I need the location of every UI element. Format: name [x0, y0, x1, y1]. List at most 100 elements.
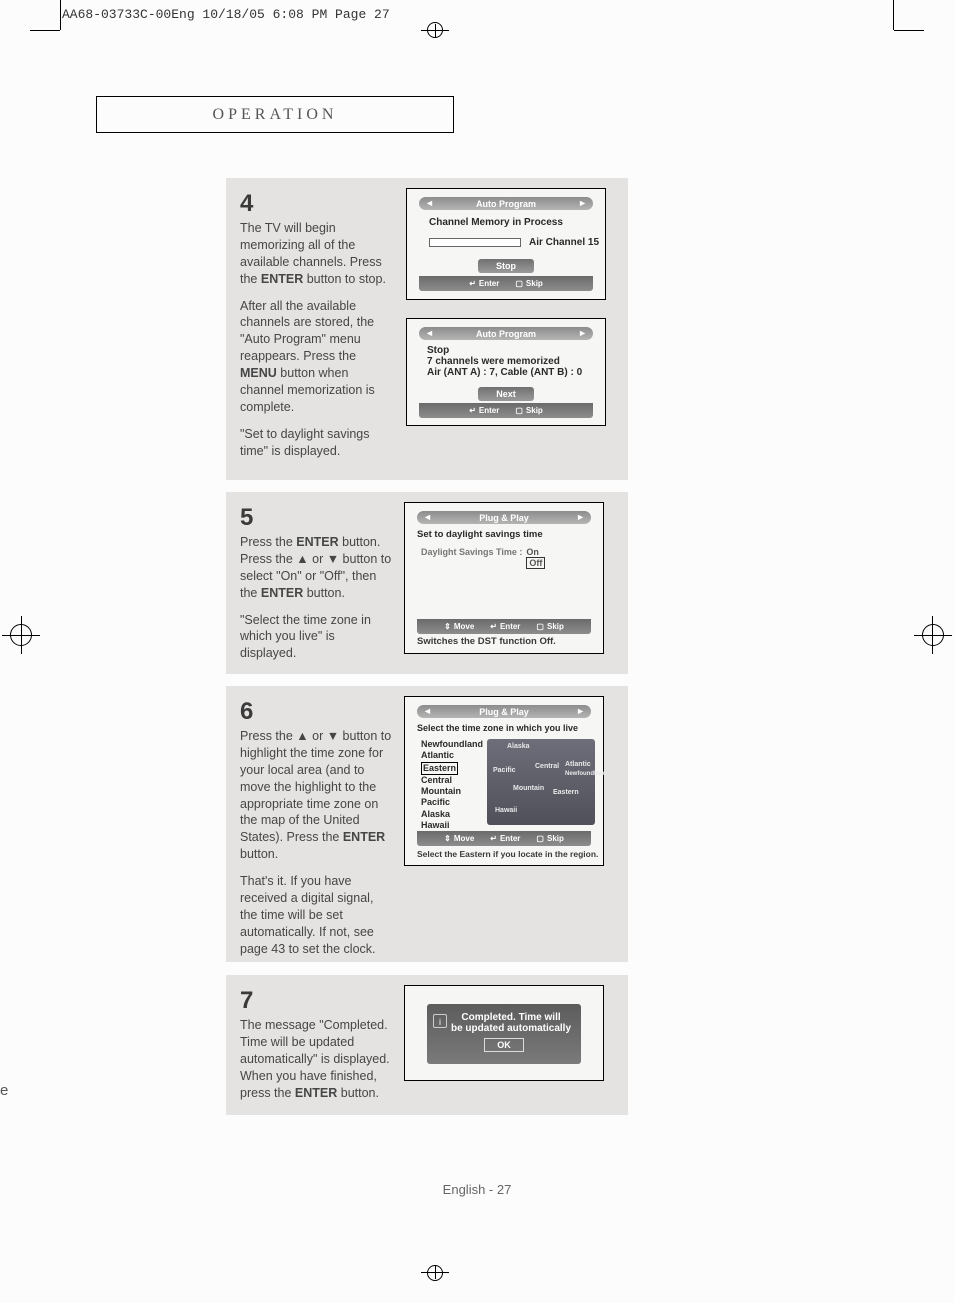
- completed-dialog: i Completed. Time will be updated automa…: [427, 1004, 581, 1064]
- menu-icon: ▢: [536, 622, 544, 631]
- chevron-left-icon: ◄: [425, 328, 434, 338]
- chevron-left-icon: ◄: [423, 706, 432, 716]
- tz-item[interactable]: Pacific: [421, 797, 483, 808]
- map-label: Atlantic: [565, 761, 591, 768]
- registration-mark: [427, 22, 443, 38]
- tz-item[interactable]: Alaska: [421, 809, 483, 820]
- info-icon: i: [433, 1014, 447, 1028]
- step-text: The TV will begin memorizing all of the …: [240, 220, 392, 459]
- timezone-map: Alaska Pacific Central Atlantic Newfound…: [487, 739, 595, 825]
- updown-icon: ⇕: [444, 622, 451, 631]
- skip-hint: ▢Skip: [536, 622, 563, 631]
- osd-text: Set to daylight savings time: [417, 529, 543, 540]
- osd-text: Air Channel 15: [529, 237, 599, 248]
- enter-icon: ↵: [490, 834, 497, 843]
- section-title: OPERATION: [213, 106, 338, 124]
- enter-hint: ↵Enter: [490, 834, 520, 843]
- map-label: Mountain: [513, 785, 544, 792]
- next-button[interactable]: Next: [478, 387, 534, 401]
- crop-mark: [893, 0, 894, 30]
- map-label: Newfoundland: [565, 771, 606, 777]
- map-label: Pacific: [493, 767, 516, 774]
- timezone-list: Newfoundland Atlantic Eastern Central Mo…: [421, 739, 483, 831]
- osd-titlebar: ◄ Auto Program ►: [419, 197, 593, 210]
- crop-mark: [894, 30, 924, 31]
- tz-item[interactable]: Atlantic: [421, 750, 483, 761]
- osd-text: Channel Memory in Process: [429, 217, 563, 228]
- osd-text: 7 channels were memorized: [427, 356, 582, 367]
- skip-hint: ▢Skip: [515, 406, 542, 415]
- tz-item[interactable]: Newfoundland: [421, 739, 483, 750]
- skip-hint: ▢Skip: [515, 279, 542, 288]
- step-5: 5 Press the ENTER button. Press the ▲ or…: [226, 492, 628, 674]
- enter-icon: ↵: [490, 622, 497, 631]
- tz-item-selected[interactable]: Eastern: [421, 762, 458, 775]
- updown-icon: ⇕: [444, 834, 451, 843]
- step-text: The message "Completed. Time will be upd…: [240, 1017, 402, 1101]
- step-text: Press the ▲ or ▼ button to highlight the…: [240, 728, 392, 957]
- map-label: Hawaii: [495, 807, 517, 814]
- osd-title: Auto Program: [476, 329, 536, 339]
- menu-icon: ▢: [515, 279, 523, 288]
- completed-text: Completed. Time will: [427, 1012, 581, 1023]
- osd-footer: ↵Enter ▢Skip: [419, 276, 593, 291]
- cut-letter: e: [0, 1082, 8, 1099]
- crop-mark: [2, 635, 40, 636]
- crop-mark: [30, 30, 60, 31]
- menu-icon: ▢: [515, 406, 523, 415]
- tz-item[interactable]: Hawaii: [421, 820, 483, 831]
- tz-item[interactable]: Mountain: [421, 786, 483, 797]
- move-hint: ⇕Move: [444, 834, 474, 843]
- chevron-right-icon: ►: [576, 512, 585, 522]
- osd-text: Stop: [427, 345, 582, 356]
- osd-title: Auto Program: [476, 199, 536, 209]
- map-label: Alaska: [507, 743, 530, 750]
- tz-item[interactable]: Central: [421, 775, 483, 786]
- osd-auto-program-progress: ◄ Auto Program ► Channel Memory in Proce…: [406, 188, 606, 300]
- crop-mark: [60, 0, 61, 30]
- osd-titlebar: ◄ Plug & Play ►: [417, 705, 591, 718]
- osd-title: Plug & Play: [479, 707, 529, 717]
- map-label: Eastern: [553, 789, 579, 796]
- osd-footer: ↵Enter ▢Skip: [419, 403, 593, 418]
- enter-hint: ↵Enter: [469, 406, 499, 415]
- enter-hint: ↵Enter: [490, 622, 520, 631]
- progress-bar: [429, 238, 521, 247]
- skip-hint: ▢Skip: [536, 834, 563, 843]
- enter-icon: ↵: [469, 406, 476, 415]
- ok-button[interactable]: OK: [484, 1038, 524, 1052]
- menu-icon: ▢: [536, 834, 544, 843]
- osd-timezone: ◄ Plug & Play ► Select the time zone in …: [404, 696, 604, 866]
- registration-mark: [427, 1265, 443, 1281]
- step-7: 7 The message "Completed. Time will be u…: [226, 975, 628, 1115]
- dst-option-on[interactable]: On: [526, 547, 545, 557]
- step-4: 4 The TV will begin memorizing all of th…: [226, 178, 628, 480]
- osd-titlebar: ◄ Auto Program ►: [419, 327, 593, 340]
- osd-titlebar: ◄ Plug & Play ►: [417, 511, 591, 524]
- chevron-left-icon: ◄: [423, 512, 432, 522]
- completed-text: be updated automatically: [427, 1023, 581, 1034]
- move-hint: ⇕Move: [444, 622, 474, 631]
- help-text: Select the Eastern if you locate in the …: [417, 849, 598, 859]
- osd-completed: i Completed. Time will be updated automa…: [404, 985, 604, 1081]
- help-text: Switches the DST function Off.: [417, 636, 556, 647]
- enter-icon: ↵: [469, 279, 476, 288]
- map-label: Central: [535, 763, 559, 770]
- chevron-left-icon: ◄: [425, 198, 434, 208]
- osd-footer: ⇕Move ↵Enter ▢Skip: [417, 619, 591, 634]
- chevron-right-icon: ►: [576, 706, 585, 716]
- osd-dst: ◄ Plug & Play ► Set to daylight savings …: [404, 502, 604, 654]
- osd-text: Air (ANT A) : 7, Cable (ANT B) : 0: [427, 367, 582, 378]
- dst-label: Daylight Savings Time :: [421, 547, 522, 557]
- chevron-right-icon: ►: [578, 198, 587, 208]
- stop-button[interactable]: Stop: [478, 259, 534, 273]
- osd-footer: ⇕Move ↵Enter ▢Skip: [417, 831, 591, 846]
- page-footer: English - 27: [0, 1182, 954, 1197]
- step-6: 6 Press the ▲ or ▼ button to highlight t…: [226, 686, 628, 962]
- dst-option-off[interactable]: Off: [526, 557, 545, 569]
- osd-title: Plug & Play: [479, 513, 529, 523]
- step-text: Press the ENTER button. Press the ▲ or ▼…: [240, 534, 392, 662]
- print-header: AA68-03733C-00Eng 10/18/05 6:08 PM Page …: [62, 7, 390, 22]
- osd-auto-program-done: ◄ Auto Program ► Stop 7 channels were me…: [406, 318, 606, 426]
- osd-text: Select the time zone in which you live: [417, 723, 578, 733]
